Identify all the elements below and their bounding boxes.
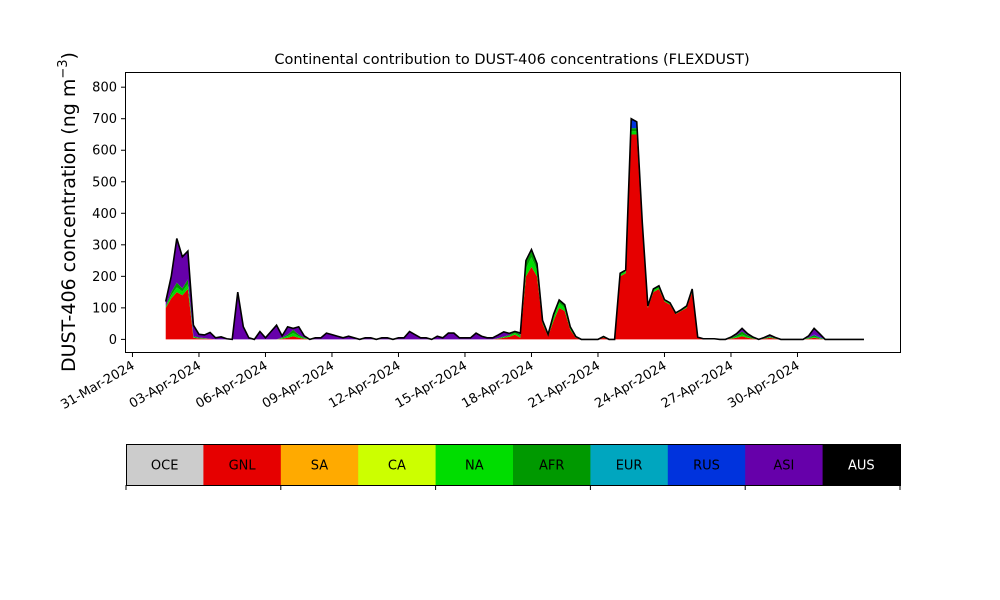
- y-tick-label: 0: [109, 333, 117, 348]
- y-tick-label: 500: [92, 175, 117, 190]
- y-tick-label: 300: [92, 238, 117, 253]
- y-axis: 0 100 200 300 400 500 600 700 800: [92, 81, 126, 348]
- colorbar-swatch-eur: [590, 444, 669, 485]
- colorbar-swatch-ca: [358, 444, 437, 485]
- colorbar-label: GNL: [229, 459, 257, 474]
- colorbar-label: ASI: [773, 459, 794, 474]
- y-tick-label: 600: [92, 144, 117, 159]
- colorbar-swatch-gnl: [203, 444, 282, 485]
- colorbar-legend: OCE GNL SA CA NA AFR EUR RUS ASI AUS: [125, 444, 901, 490]
- colorbar-label: SA: [311, 459, 328, 474]
- colorbar-label: EUR: [616, 459, 643, 474]
- colorbar-frame: [126, 444, 901, 486]
- colorbar-swatch-rus: [667, 444, 746, 485]
- colorbar-label: NA: [465, 459, 484, 474]
- y-axis-label: DUST-406 concentration (ng m−3): [56, 52, 80, 372]
- colorbar-swatch-aus: [822, 444, 901, 485]
- colorbar-label: AFR: [539, 459, 564, 474]
- y-axis-label-superscript: −3: [56, 59, 71, 78]
- plot-area: [164, 117, 864, 341]
- y-tick-label: 200: [92, 270, 117, 285]
- colorbar-swatch-sa: [280, 444, 359, 485]
- chart-title: Continental contribution to DUST-406 con…: [274, 52, 749, 68]
- y-axis-label-close: ): [58, 52, 80, 59]
- colorbar-swatch-afr: [513, 444, 591, 485]
- plot-frame: [125, 72, 901, 353]
- total-line: [164, 117, 864, 341]
- colorbar-swatch-na: [435, 444, 514, 485]
- colorbar-swatch-oce: [126, 444, 204, 485]
- y-tick-label: 100: [92, 301, 117, 316]
- colorbar-label: OCE: [151, 459, 179, 474]
- colorbar-label: CA: [388, 459, 406, 474]
- colorbar-label: AUS: [848, 459, 875, 474]
- y-axis-label-text: DUST-406 concentration (ng m: [58, 79, 80, 372]
- y-tick-label: 700: [92, 112, 117, 127]
- y-tick-label: 400: [92, 207, 117, 222]
- colorbar-label: RUS: [693, 459, 720, 474]
- colorbar-swatch-asi: [745, 444, 824, 485]
- y-tick-label: 800: [92, 81, 117, 96]
